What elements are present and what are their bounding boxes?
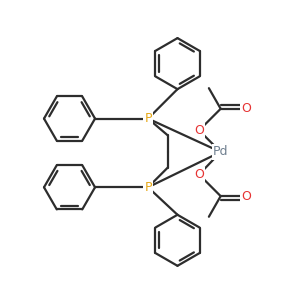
Text: O: O bbox=[241, 190, 251, 202]
Text: O: O bbox=[241, 102, 251, 115]
Text: P: P bbox=[144, 112, 152, 125]
Text: P: P bbox=[144, 181, 152, 194]
Text: Pd: Pd bbox=[213, 146, 228, 158]
Text: O: O bbox=[194, 124, 204, 137]
Text: O: O bbox=[194, 168, 204, 181]
